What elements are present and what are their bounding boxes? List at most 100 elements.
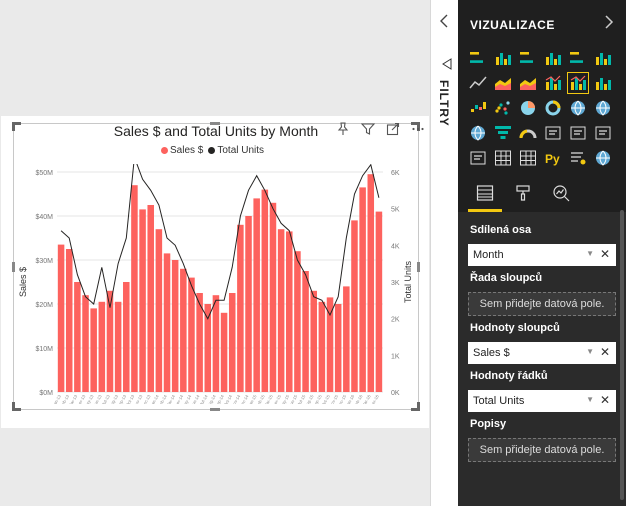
report-canvas[interactable]: Sales $ and Total Units by Month Sales $… bbox=[0, 0, 430, 506]
pie-chart-icon[interactable] bbox=[518, 98, 538, 118]
bar-sales[interactable] bbox=[269, 202, 277, 392]
remove-field-icon[interactable]: ✕ bbox=[599, 345, 610, 359]
filter-icon[interactable] bbox=[359, 120, 377, 138]
area-chart-icon[interactable] bbox=[493, 73, 513, 93]
table-icon[interactable] bbox=[493, 148, 513, 168]
resize-handle-bottom[interactable] bbox=[210, 408, 220, 411]
well-field-total-units[interactable]: Total Units ▼ ✕ bbox=[468, 390, 616, 412]
bar-sales[interactable] bbox=[114, 301, 122, 392]
resize-handle-top-left[interactable] bbox=[12, 122, 21, 131]
line-chart-icon[interactable] bbox=[468, 73, 488, 93]
bar-sales[interactable] bbox=[310, 290, 317, 392]
bar-sales[interactable] bbox=[367, 174, 375, 392]
line-total-units[interactable] bbox=[60, 164, 380, 320]
dropdown-caret-icon[interactable]: ▼ bbox=[586, 347, 594, 356]
100-column-icon[interactable] bbox=[593, 48, 613, 68]
well-drop-zone[interactable]: Sem přidejte datová pole. bbox=[468, 438, 616, 462]
more-options-icon[interactable] bbox=[409, 120, 427, 138]
bar-sales[interactable] bbox=[334, 304, 342, 392]
bar-sales[interactable] bbox=[375, 211, 383, 392]
stacked-column-icon[interactable] bbox=[493, 48, 513, 68]
bar-sales[interactable] bbox=[123, 282, 130, 392]
viz-pane-scrollbar[interactable] bbox=[620, 210, 624, 500]
resize-handle-top[interactable] bbox=[210, 122, 220, 125]
funnel-icon[interactable] bbox=[493, 123, 513, 143]
bar-sales[interactable] bbox=[228, 293, 236, 392]
collapse-chevron-icon[interactable] bbox=[439, 14, 449, 31]
slicer-icon[interactable] bbox=[468, 148, 488, 168]
bar-sales[interactable] bbox=[302, 271, 309, 392]
bar-sales[interactable] bbox=[98, 301, 106, 392]
bar-sales[interactable] bbox=[147, 205, 154, 392]
line-column-icon[interactable] bbox=[543, 73, 563, 93]
multi-row-card-icon[interactable] bbox=[568, 123, 588, 143]
bar-sales[interactable] bbox=[90, 308, 97, 392]
bar-sales[interactable] bbox=[343, 286, 350, 392]
bar-sales[interactable] bbox=[351, 220, 358, 392]
well-field-sales[interactable]: Sales $ ▼ ✕ bbox=[468, 342, 616, 364]
treemap-icon[interactable] bbox=[568, 98, 588, 118]
dropdown-caret-icon[interactable]: ▼ bbox=[586, 395, 594, 404]
resize-handle-bottom-right[interactable] bbox=[411, 402, 420, 411]
focus-mode-icon[interactable] bbox=[384, 120, 402, 138]
remove-field-icon[interactable]: ✕ bbox=[599, 393, 610, 407]
bar-sales[interactable] bbox=[318, 301, 326, 392]
bar-sales[interactable] bbox=[220, 312, 228, 392]
map-icon[interactable] bbox=[593, 98, 613, 118]
line-clustered-column-icon[interactable] bbox=[567, 72, 589, 94]
qna-icon[interactable] bbox=[568, 148, 588, 168]
bar-sales[interactable] bbox=[212, 295, 220, 392]
donut-chart-icon[interactable] bbox=[543, 98, 563, 118]
bar-sales[interactable] bbox=[57, 244, 65, 392]
bar-sales[interactable] bbox=[74, 282, 81, 392]
stacked-bar-icon[interactable] bbox=[468, 48, 488, 68]
matrix-icon[interactable] bbox=[518, 148, 538, 168]
bar-sales[interactable] bbox=[106, 290, 114, 392]
bar-sales[interactable] bbox=[245, 216, 252, 392]
expand-chevron-icon[interactable] bbox=[604, 14, 614, 35]
resize-handle-left[interactable] bbox=[12, 262, 15, 272]
pin-icon[interactable] bbox=[334, 120, 352, 138]
bar-sales[interactable] bbox=[359, 187, 366, 392]
bar-sales[interactable] bbox=[131, 185, 138, 392]
waterfall-icon[interactable] bbox=[468, 98, 488, 118]
bar-sales[interactable] bbox=[326, 297, 334, 392]
well-field-month[interactable]: Month ▼ ✕ bbox=[468, 244, 616, 266]
clustered-column-icon[interactable] bbox=[543, 48, 563, 68]
bar-sales[interactable] bbox=[139, 209, 146, 392]
gauge-icon[interactable] bbox=[518, 123, 538, 143]
bar-sales[interactable] bbox=[294, 251, 301, 392]
bar-sales[interactable] bbox=[261, 189, 269, 392]
stacked-area-icon[interactable] bbox=[518, 73, 538, 93]
bar-sales[interactable] bbox=[286, 231, 293, 392]
dropdown-caret-icon[interactable]: ▼ bbox=[586, 249, 594, 258]
filters-pane-collapsed[interactable]: FILTRY bbox=[430, 0, 458, 506]
bar-sales[interactable] bbox=[253, 198, 260, 392]
analytics-tab-icon[interactable] bbox=[550, 182, 572, 204]
kpi-icon[interactable] bbox=[593, 123, 613, 143]
resize-handle-right[interactable] bbox=[417, 262, 420, 272]
bar-sales[interactable] bbox=[188, 277, 195, 392]
legend-item-sales[interactable]: Sales $ bbox=[161, 145, 203, 156]
100-bar-icon[interactable] bbox=[568, 48, 588, 68]
bar-sales[interactable] bbox=[163, 253, 171, 392]
fields-tab-icon[interactable] bbox=[468, 182, 502, 212]
well-drop-zone[interactable]: Sem přidejte datová pole. bbox=[468, 292, 616, 316]
clustered-bar-icon[interactable] bbox=[518, 48, 538, 68]
bar-sales[interactable] bbox=[204, 304, 212, 392]
bar-sales[interactable] bbox=[82, 295, 89, 392]
legend-item-units[interactable]: Total Units bbox=[208, 145, 264, 156]
arcgis-icon[interactable] bbox=[593, 148, 613, 168]
bar-sales[interactable] bbox=[180, 268, 187, 392]
filters-label[interactable]: FILTRY bbox=[437, 80, 451, 127]
bar-sales[interactable] bbox=[277, 229, 285, 392]
format-tab-icon[interactable] bbox=[512, 182, 534, 204]
resize-handle-top-right[interactable] bbox=[411, 122, 420, 131]
card-icon[interactable] bbox=[543, 123, 563, 143]
python-visual-icon[interactable]: Py bbox=[543, 148, 563, 168]
visual-container[interactable]: Sales $ and Total Units by Month Sales $… bbox=[1, 116, 429, 428]
remove-field-icon[interactable]: ✕ bbox=[599, 247, 610, 261]
bar-sales[interactable] bbox=[155, 229, 163, 392]
ribbon-chart-icon[interactable] bbox=[593, 73, 613, 93]
bar-sales[interactable] bbox=[196, 293, 203, 392]
